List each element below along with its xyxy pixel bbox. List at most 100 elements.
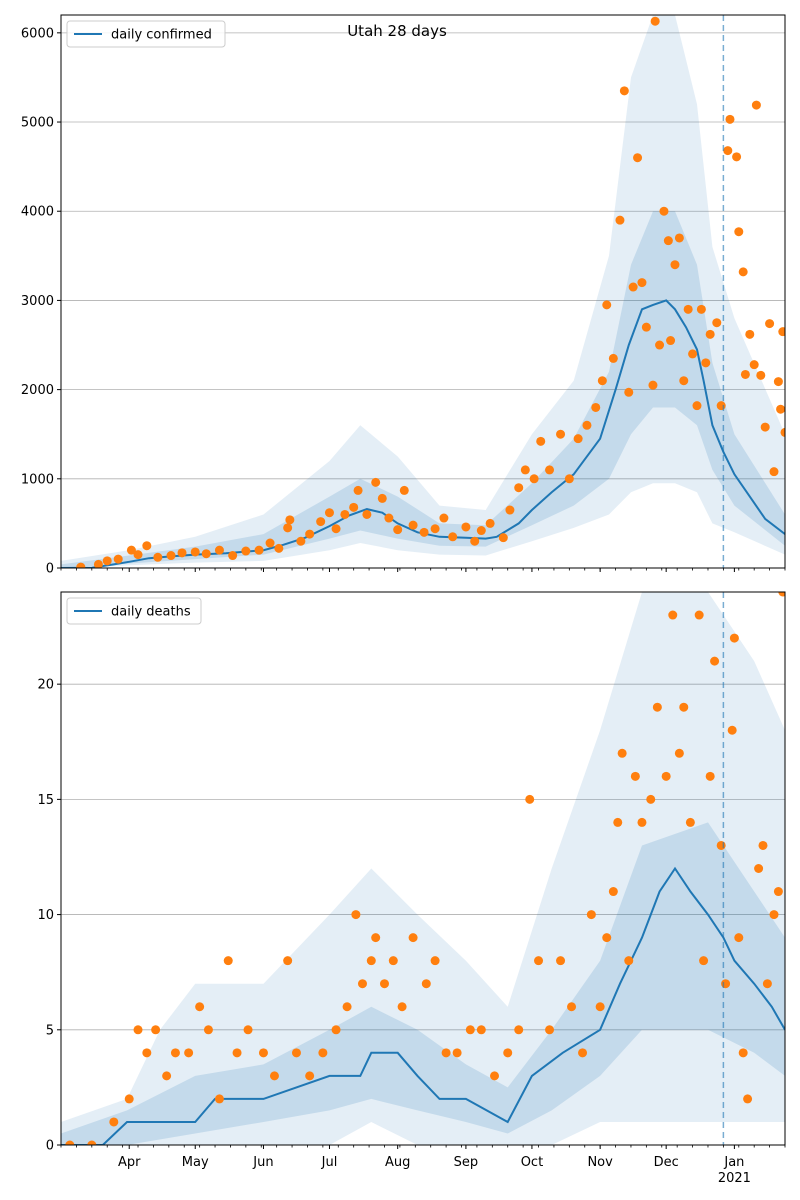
data-point — [738, 267, 748, 277]
data-point — [712, 318, 722, 328]
data-point — [498, 533, 508, 543]
data-point — [87, 1140, 97, 1145]
data-point — [729, 633, 739, 643]
data-point — [448, 532, 458, 542]
data-point — [762, 979, 772, 989]
data-point — [637, 278, 647, 288]
data-point — [637, 817, 647, 827]
data-point — [716, 401, 726, 411]
data-point — [655, 340, 665, 350]
data-point — [749, 360, 759, 370]
data-point — [283, 523, 293, 533]
data-point — [419, 527, 429, 537]
data-point — [595, 1002, 605, 1012]
data-point — [630, 771, 640, 781]
data-point — [397, 1002, 407, 1012]
data-point — [534, 956, 544, 966]
axes-frame — [60, 14, 786, 569]
data-point — [232, 1048, 242, 1058]
y-tick-label: 0 — [46, 1139, 54, 1154]
x-tick-label: Dec — [654, 1155, 679, 1170]
data-point — [243, 1025, 253, 1035]
panel-2: 0 5 10 15 20 Apr May Jun Jul Aug Sep Oct Nov Dec Jan20… — [37, 591, 786, 1186]
data-point — [362, 509, 372, 519]
data-point — [778, 327, 785, 337]
data-point — [769, 467, 779, 477]
data-point — [668, 610, 678, 620]
data-point — [683, 304, 693, 314]
data-point — [342, 1002, 352, 1012]
data-point — [721, 979, 731, 989]
data-point — [514, 1025, 524, 1035]
data-point — [430, 956, 440, 966]
data-point — [269, 1071, 279, 1081]
y-tick-label: 5 — [46, 1023, 54, 1038]
data-point — [520, 465, 530, 475]
data-point — [776, 404, 785, 414]
data-point — [738, 1048, 748, 1058]
data-point — [659, 206, 669, 216]
data-point — [674, 748, 684, 758]
data-point — [133, 550, 143, 560]
data-point — [758, 840, 768, 850]
data-point — [324, 508, 334, 518]
data-point — [190, 547, 200, 557]
data-point — [725, 114, 735, 124]
series-line — [61, 866, 785, 1145]
data-point — [203, 1025, 213, 1035]
data-point — [705, 329, 715, 339]
x-tick-label: Oct — [521, 1155, 543, 1170]
data-point — [371, 477, 381, 487]
data-point — [184, 1048, 194, 1058]
data-point — [228, 551, 238, 561]
data-point — [357, 979, 367, 989]
data-point — [241, 546, 251, 556]
data-point — [126, 545, 136, 555]
data-point — [514, 483, 524, 493]
data-point — [529, 474, 539, 484]
data-point — [379, 979, 389, 989]
data-point — [578, 1048, 588, 1058]
data-point — [602, 300, 612, 310]
data-point — [641, 322, 651, 332]
x-tick-label: Sep — [454, 1155, 479, 1170]
data-point — [408, 933, 418, 943]
panel-1: 0 1000 2000 3000 4000 5000 6000 daily confirmed… — [21, 14, 786, 577]
y-tick-label: 15 — [37, 793, 54, 808]
data-point — [305, 1071, 315, 1081]
data-point — [201, 549, 211, 559]
plot-area — [61, 15, 785, 568]
data-point — [754, 864, 764, 873]
y-tick-label: 6000 — [21, 26, 54, 41]
data-point — [318, 1048, 328, 1058]
data-point — [393, 525, 403, 535]
data-point — [223, 956, 233, 966]
data-point — [76, 562, 86, 568]
y-tick-label: 3000 — [21, 294, 54, 309]
data-point — [388, 956, 398, 966]
data-point — [430, 524, 440, 534]
data-point — [661, 771, 671, 781]
data-point — [650, 16, 660, 26]
data-point — [366, 956, 376, 966]
data-point — [648, 380, 658, 390]
data-point — [470, 536, 480, 546]
data-point — [421, 979, 431, 989]
data-point — [113, 554, 123, 564]
data-point — [591, 402, 601, 412]
data-point — [694, 610, 704, 620]
data-point — [452, 1048, 462, 1058]
x-tick-label: Nov — [587, 1155, 613, 1170]
data-point — [283, 956, 293, 966]
data-point — [716, 840, 726, 850]
data-point — [582, 420, 592, 430]
y-tick-label: 2000 — [21, 383, 54, 398]
data-point — [214, 1094, 224, 1104]
legend-label: daily confirmed — [111, 28, 212, 43]
data-point — [710, 656, 720, 666]
data-point — [133, 1025, 143, 1035]
data-point — [696, 304, 706, 314]
data-point — [142, 541, 152, 551]
x-tick-label: Jan — [723, 1155, 744, 1170]
